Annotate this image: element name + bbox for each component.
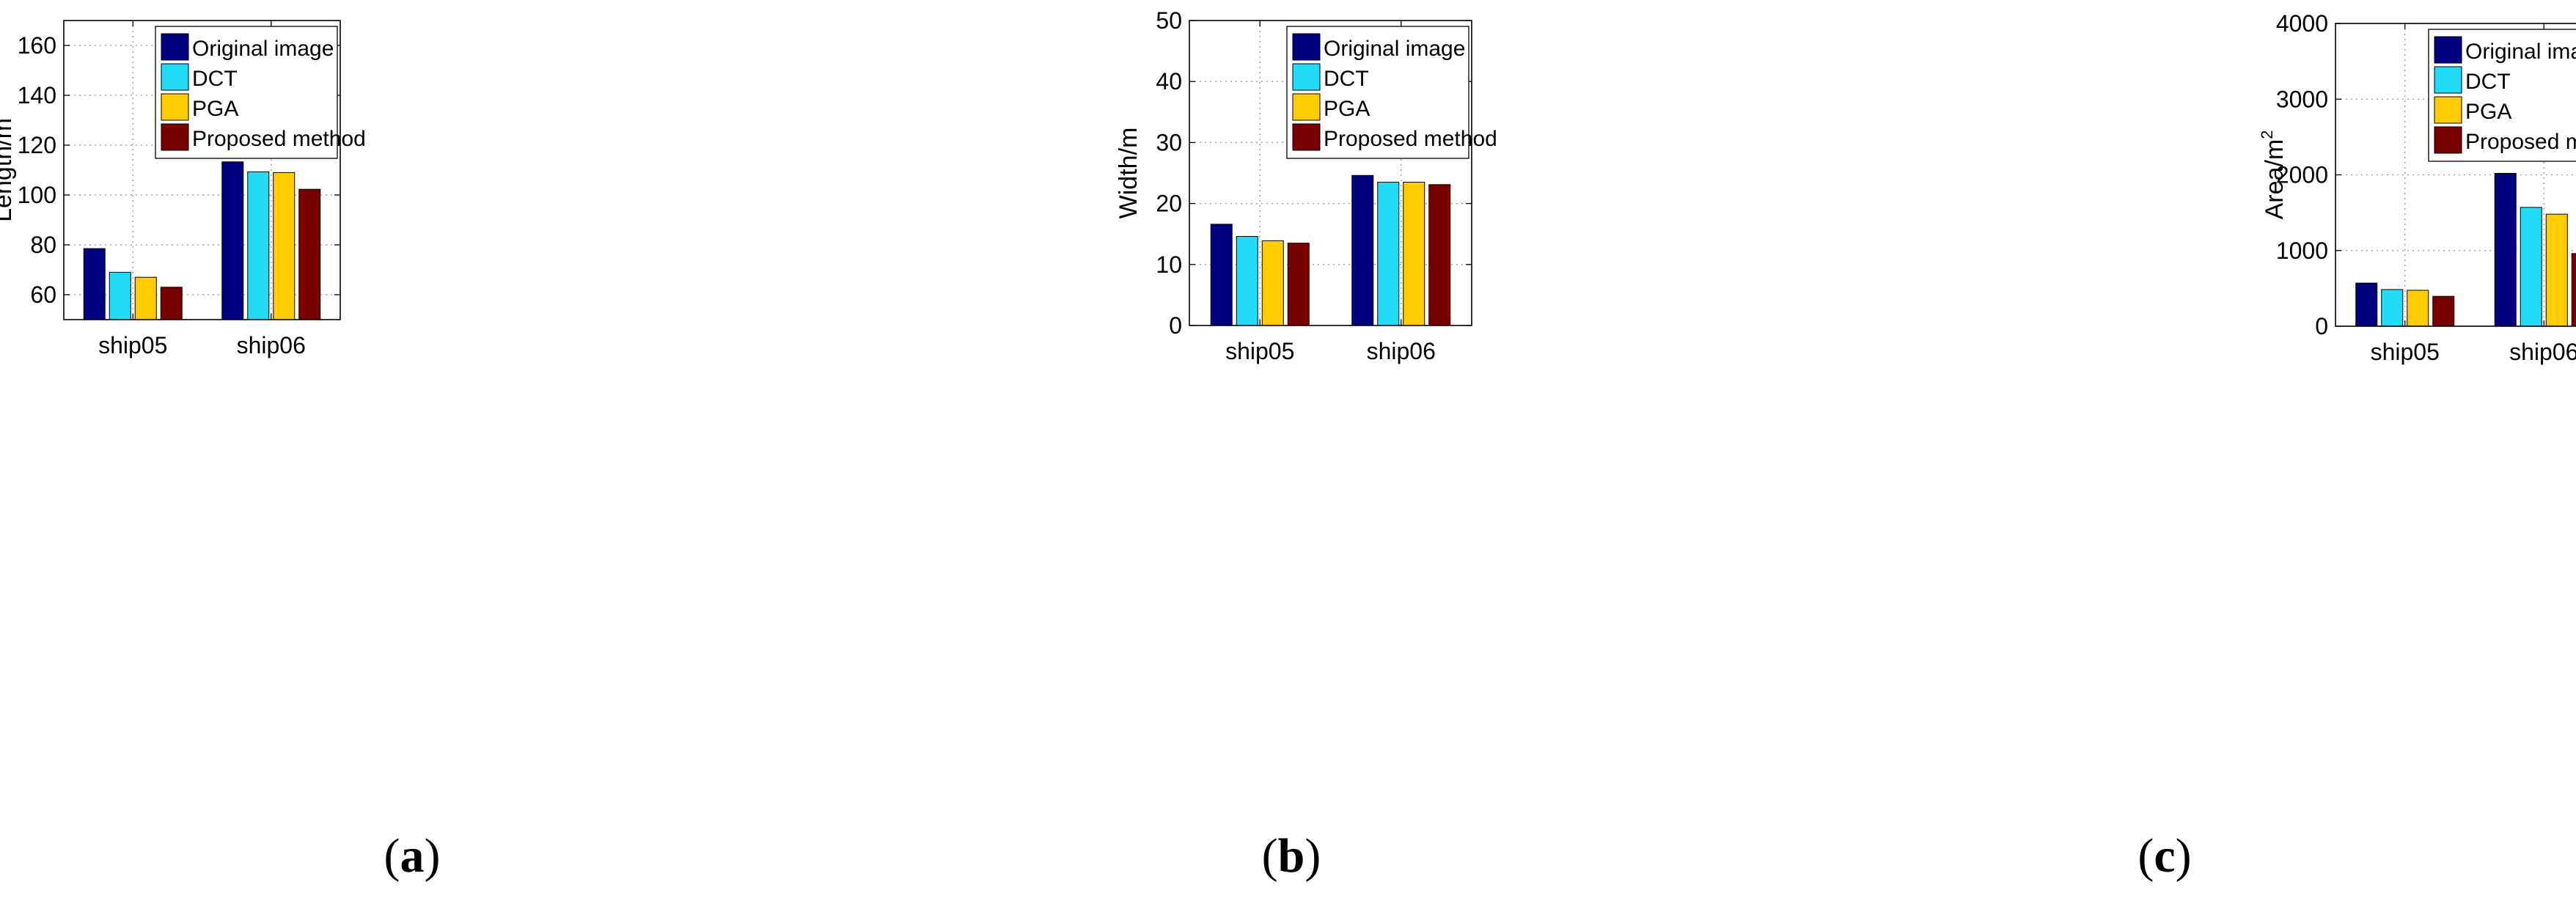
- caption-open: (: [1261, 829, 1278, 883]
- y-tick-label: 160: [18, 32, 56, 59]
- caption-b: (b): [1218, 828, 1365, 884]
- legend-label: Proposed method: [192, 127, 366, 151]
- y-tick-label: 100: [18, 182, 56, 208]
- bar-dct-ship05: [109, 271, 131, 320]
- caption-open: (: [384, 829, 400, 883]
- legend-label: PGA: [192, 97, 238, 121]
- bar-proposed-method-ship06: [298, 188, 321, 320]
- caption-letter: a: [400, 829, 425, 883]
- x-tick-label: ship05: [98, 332, 167, 358]
- bar-dct-ship06: [247, 171, 270, 320]
- legend-swatch: [1292, 93, 1321, 121]
- legend-label: DCT: [2465, 70, 2511, 94]
- caption-a: (a): [339, 828, 485, 884]
- legend-swatch: [1292, 63, 1321, 91]
- legend-swatch: [2434, 96, 2462, 124]
- x-tick-label: ship05: [2371, 339, 2440, 365]
- bar-pga-ship05: [134, 276, 157, 320]
- bar-original-image-ship05: [83, 248, 106, 320]
- bar-proposed-method-ship05: [160, 287, 183, 320]
- bar-pga-ship05: [1261, 240, 1284, 326]
- legend-swatch: [161, 33, 189, 61]
- caption-open: (: [2138, 829, 2154, 883]
- caption-letter: c: [2154, 829, 2176, 883]
- y-axis-label-superscript: 2: [2258, 130, 2276, 139]
- y-tick-label: 50: [1156, 7, 1182, 34]
- x-tick-label: ship06: [2509, 339, 2576, 365]
- legend-swatch: [2434, 36, 2462, 64]
- bar-original-image-ship06: [2494, 172, 2517, 327]
- bar-pga-ship05: [2407, 290, 2429, 327]
- caption-letter: b: [1277, 829, 1305, 883]
- y-tick-label: 0: [2315, 313, 2328, 339]
- y-tick-label: 140: [18, 82, 56, 108]
- y-tick-label: 30: [1156, 129, 1182, 155]
- y-axis-label: Length/m: [0, 118, 17, 222]
- y-tick-label: 4000: [2276, 10, 2328, 37]
- legend-swatch: [161, 123, 189, 151]
- legend-label: PGA: [2465, 100, 2511, 124]
- legend-label: Proposed method: [2465, 130, 2576, 154]
- legend-label: Original image: [1324, 37, 1465, 61]
- y-axis-label: Width/m: [1115, 128, 1142, 219]
- bar-proposed-method-ship06: [2571, 253, 2576, 327]
- bar-proposed-method-ship06: [1428, 184, 1451, 326]
- caption-close: ): [424, 829, 441, 883]
- y-tick-label: 3000: [2276, 86, 2328, 112]
- bar-dct-ship05: [1236, 236, 1258, 326]
- caption-c: (c): [2091, 828, 2238, 884]
- bar-original-image-ship06: [221, 161, 244, 320]
- legend-label: Original image: [2465, 40, 2576, 64]
- chart-width: 0 10 20 30 40 50 ship05 ship06 Width/m Original i…: [1115, 7, 1497, 364]
- bar-pga-ship06: [1403, 181, 1425, 326]
- y-tick-label: 20: [1156, 191, 1182, 217]
- bar-dct-ship06: [2520, 207, 2542, 327]
- x-tick-label: ship06: [237, 332, 306, 358]
- legend-swatch: [161, 63, 189, 91]
- chart-area: 0 1000 2000 3000 4000 ship05 ship06 Area/m2 Orig…: [2258, 10, 2576, 365]
- y-tick-label: 1000: [2276, 238, 2328, 264]
- bar-pga-ship06: [273, 172, 296, 320]
- bar-dct-ship06: [1377, 181, 1400, 326]
- legend-label: PGA: [1324, 97, 1370, 121]
- axes-frame: [2335, 23, 2576, 327]
- y-axis-label: Area/m2: [2258, 130, 2289, 220]
- y-tick-label: 10: [1156, 251, 1182, 278]
- legend-swatch: [1292, 33, 1321, 61]
- x-tick-label: ship06: [1367, 338, 1436, 364]
- y-tick-label: 0: [1169, 312, 1182, 339]
- legend-label: Proposed method: [1324, 127, 1497, 151]
- y-tick-label: 40: [1156, 68, 1182, 95]
- caption-close: ): [2175, 829, 2192, 883]
- y-tick-label: 2000: [2276, 162, 2328, 188]
- x-tick-label: ship05: [1225, 338, 1294, 364]
- y-tick-label: 120: [18, 132, 56, 158]
- bar-dct-ship05: [2381, 289, 2404, 327]
- legend-swatch: [1292, 123, 1321, 151]
- bar-proposed-method-ship05: [1287, 243, 1310, 326]
- chart-length: 60 80 100 120 140 160 ship05 ship06 Length/m Orig…: [0, 20, 366, 358]
- bar-proposed-method-ship05: [2432, 295, 2455, 327]
- legend-label: DCT: [1324, 67, 1369, 91]
- legend-swatch: [2434, 126, 2462, 154]
- y-tick-label: 80: [30, 232, 56, 258]
- axes-frame: [63, 20, 341, 320]
- legend-label: Original image: [192, 37, 334, 61]
- bar-original-image-ship05: [2355, 282, 2378, 327]
- bar-original-image-ship05: [1210, 224, 1233, 326]
- bar-original-image-ship06: [1351, 174, 1374, 326]
- axes-frame: [1189, 20, 1472, 326]
- legend-swatch: [161, 93, 189, 121]
- caption-close: ): [1304, 829, 1321, 883]
- legend-swatch: [2434, 66, 2462, 94]
- bar-pga-ship06: [2545, 213, 2568, 327]
- y-tick-label: 60: [30, 281, 56, 308]
- legend-label: DCT: [192, 67, 238, 91]
